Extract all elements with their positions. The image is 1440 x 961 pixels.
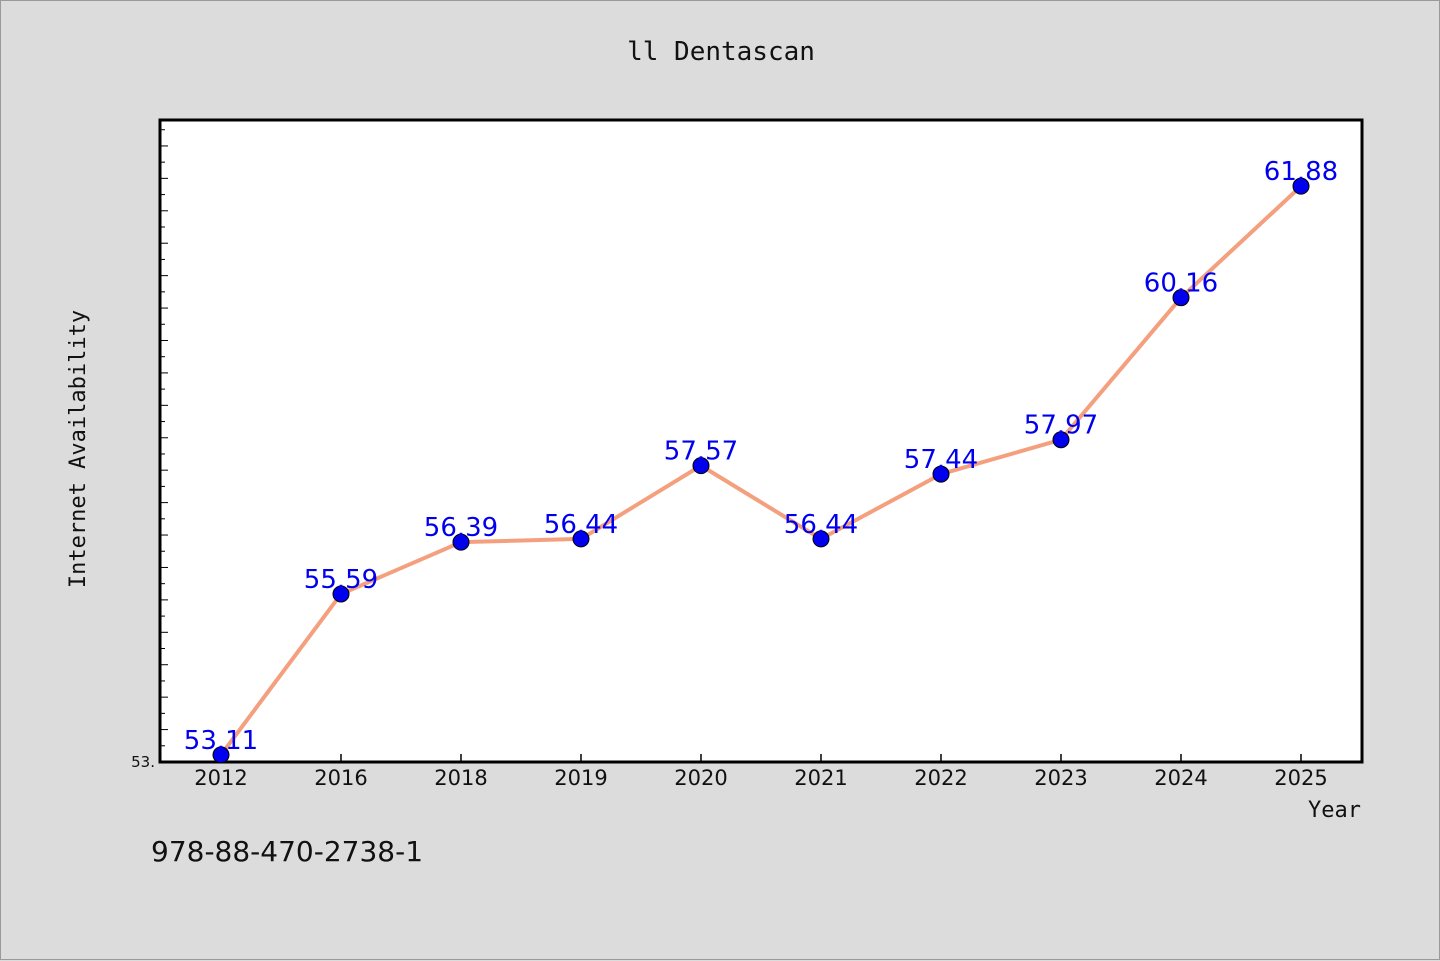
- x-tick-label: 2020: [674, 766, 727, 790]
- data-point: [692, 457, 710, 475]
- data-point: [1052, 431, 1070, 449]
- plot-area: [158, 118, 1364, 764]
- data-label: 57.97: [1024, 411, 1098, 441]
- x-tick-label: 2023: [1034, 766, 1087, 790]
- y-axis-label: Internet Availability: [66, 310, 91, 588]
- series-line: [219, 184, 1303, 757]
- x-axis-ticks: 2012 2016 2018 2019 2020 2021 2022 2023 2024 2025: [194, 754, 1328, 790]
- data-point: [452, 533, 470, 551]
- x-tick-label: 2016: [314, 766, 367, 790]
- data-point: [1172, 289, 1190, 307]
- y-axis-ticks: [160, 129, 168, 763]
- data-label: 55.59: [304, 565, 378, 595]
- data-label: 56.44: [784, 510, 858, 540]
- data-point: [212, 746, 230, 764]
- x-tick-label: 2022: [914, 766, 967, 790]
- data-label: 60.16: [1144, 269, 1218, 299]
- data-point: [1292, 177, 1310, 195]
- data-point: [572, 530, 590, 548]
- x-axis-label: Year: [1308, 798, 1361, 823]
- x-tick-label: 2024: [1154, 766, 1207, 790]
- chart-title: ll Dentascan: [627, 37, 815, 67]
- x-tick-label: 2025: [1274, 766, 1327, 790]
- data-label: 56.39: [424, 513, 498, 543]
- data-label: 56.44: [544, 510, 618, 540]
- data-point: [332, 585, 350, 603]
- isbn-identifier: 978-88-470-2738-1: [151, 835, 424, 868]
- data-labels: 53.11 55.59 56.39 56.44 57.57 56.44 57.44 57.97…: [184, 157, 1338, 756]
- data-point: [932, 465, 950, 483]
- x-tick-label: 2019: [554, 766, 607, 790]
- data-label: 61.88: [1264, 157, 1338, 187]
- x-tick-label: 2018: [434, 766, 487, 790]
- y-tick-label: 53.: [131, 753, 155, 771]
- x-tick-label: 2021: [794, 766, 847, 790]
- x-tick-label: 2012: [194, 766, 247, 790]
- data-label: 53.11: [184, 726, 258, 756]
- data-label: 57.44: [904, 445, 978, 475]
- data-point: [812, 530, 830, 548]
- data-points: [212, 177, 1310, 764]
- data-label: 57.57: [664, 437, 738, 467]
